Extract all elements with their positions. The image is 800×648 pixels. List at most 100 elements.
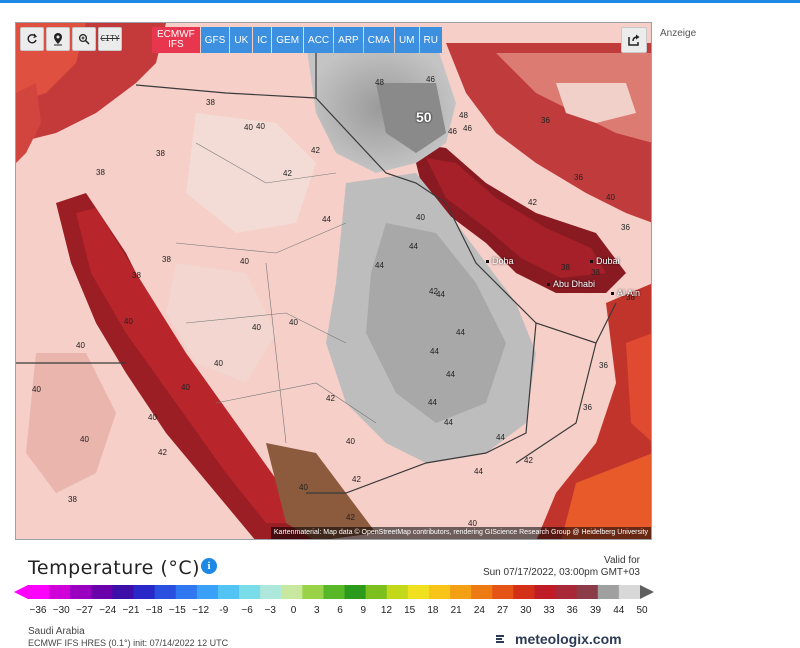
color-scale-tick: 44 — [613, 605, 625, 616]
temperature-value: 36 — [574, 173, 583, 182]
color-scale-tick: 15 — [404, 605, 416, 616]
temperature-value: 40 — [214, 359, 223, 368]
temperature-value: 44 — [430, 347, 439, 356]
temperature-value: 44 — [428, 398, 437, 407]
color-scale-tick: 18 — [427, 605, 439, 616]
top-accent-bar — [0, 0, 800, 3]
temperature-value: 40 — [181, 383, 190, 392]
color-scale-segment — [260, 585, 282, 599]
temperature-value: 40 — [346, 437, 355, 446]
model-button-gem[interactable]: GEM — [272, 27, 304, 53]
temperature-value: 40 — [252, 323, 261, 332]
valid-label: Valid for — [604, 555, 640, 566]
city-toggle-button[interactable]: CITY — [98, 27, 122, 51]
temperature-value: 48 — [459, 111, 468, 120]
temperature-value: 44 — [446, 370, 455, 379]
temperature-value: 36 — [599, 361, 608, 370]
temperature-value: 44 — [444, 418, 453, 427]
temperature-value: 46 — [426, 75, 435, 84]
model-button-uk[interactable]: UK — [230, 27, 253, 53]
temperature-value: 42 — [429, 287, 438, 296]
temperature-value: 48 — [375, 78, 384, 87]
color-scale-tick: 12 — [380, 605, 393, 616]
forecast-map[interactable]: CITY ECMWF IFS GFS UK IC GEM ACC ARP CMA UM RU 50 4… — [15, 22, 652, 540]
temperature-value: 38 — [96, 168, 105, 177]
region-label: Saudi Arabia — [28, 626, 85, 637]
brand-name[interactable]: meteologix.com — [515, 631, 622, 647]
model-selector: ECMWF IFS GFS UK IC GEM ACC ARP CMA UM RU — [152, 27, 442, 53]
brand-logo-icon — [496, 635, 504, 643]
temperature-value: 44 — [322, 215, 331, 224]
refresh-icon[interactable] — [20, 27, 44, 51]
color-scale-tick: 24 — [473, 605, 485, 616]
color-scale-tick: 9 — [360, 605, 366, 616]
model-button-ecmwf-ifs[interactable]: ECMWF IFS — [152, 27, 200, 53]
color-scale-tick: −12 — [192, 605, 210, 616]
color-scale-segment — [576, 585, 599, 599]
temperature-value: 42 — [528, 198, 537, 207]
temperature-value: 40 — [32, 385, 41, 394]
color-scale-segment — [344, 585, 367, 599]
temperature-value: 40 — [244, 123, 253, 132]
temperature-value: 46 — [463, 124, 472, 133]
temperature-value: 44 — [474, 467, 483, 476]
city-label[interactable]: Dubai — [596, 256, 620, 266]
temperature-value: 36 — [583, 403, 592, 412]
color-scale-tick: 36 — [566, 605, 578, 616]
model-button-ic[interactable]: IC — [253, 27, 272, 53]
temperature-value: 44 — [456, 328, 465, 337]
color-scale-tick: −6 — [241, 605, 253, 616]
temperature-value: 38 — [162, 255, 171, 264]
temperature-value: 40 — [124, 317, 133, 326]
zoom-icon[interactable] — [72, 27, 96, 51]
temperature-value: 40 — [76, 341, 85, 350]
color-scale-segment — [492, 585, 514, 599]
info-icon[interactable]: i — [201, 558, 217, 574]
city-dot — [547, 283, 550, 286]
share-icon[interactable] — [621, 27, 647, 53]
color-scale-left-arrow — [14, 585, 28, 599]
temperature-value: 40 — [80, 435, 89, 444]
color-scale-tick: −21 — [122, 605, 140, 616]
temperature-value: 42 — [352, 475, 361, 484]
model-button-ru[interactable]: RU — [419, 27, 442, 53]
temperature-value: 38 — [591, 268, 600, 277]
city-label[interactable]: Abu Dhabi — [553, 279, 596, 289]
temperature-value: 42 — [158, 448, 167, 457]
legend-unit: (°C) — [160, 557, 200, 579]
model-button-arp[interactable]: ARP — [334, 27, 363, 53]
temperature-value: 44 — [436, 290, 445, 299]
color-scale-segment — [196, 585, 219, 599]
color-scale-segment — [112, 585, 135, 599]
color-scale-tick: −18 — [145, 605, 163, 616]
color-scale-segment — [281, 585, 303, 599]
model-button-acc[interactable]: ACC — [304, 27, 334, 53]
color-scale-segment — [597, 585, 620, 599]
color-scale-segment — [471, 585, 493, 599]
model-button-cma[interactable]: CMA — [363, 27, 394, 53]
location-pin-icon[interactable] — [46, 27, 70, 51]
city-dot — [486, 260, 489, 263]
color-scale-tick: 21 — [450, 605, 462, 616]
city-label[interactable]: Al Ain — [617, 288, 641, 298]
model-button-um[interactable]: UM — [394, 27, 419, 53]
temperature-value: 46 — [448, 127, 457, 136]
city-label[interactable]: Doha — [492, 256, 514, 266]
city-dot — [611, 292, 614, 295]
temperature-value: 38 — [156, 149, 165, 158]
color-scale-tick: −36 — [29, 605, 47, 616]
valid-time-block: Valid for Sun 07/17/2022, 03:00pm GMT+03 — [483, 555, 640, 579]
color-scale-segment — [450, 585, 472, 599]
color-scale-segment — [217, 585, 240, 599]
temperature-value: 40 — [256, 122, 265, 131]
color-scale-segment — [239, 585, 261, 599]
color-scale-tick: −24 — [99, 605, 117, 616]
color-scale-ticks: −36 −30 −27 −24 −21 −18 −15 −12 -9 −6 −3 0 3 6 9 12 15 18… — [28, 605, 650, 617]
color-scale-tick: 3 — [313, 605, 320, 616]
color-scale-segment — [302, 585, 325, 599]
temperature-value: 38 — [132, 271, 141, 280]
temperature-value: 38 — [68, 495, 77, 504]
color-scale-segment — [133, 585, 156, 599]
temperature-value: 50 — [416, 109, 432, 125]
model-button-gfs[interactable]: GFS — [200, 27, 230, 53]
